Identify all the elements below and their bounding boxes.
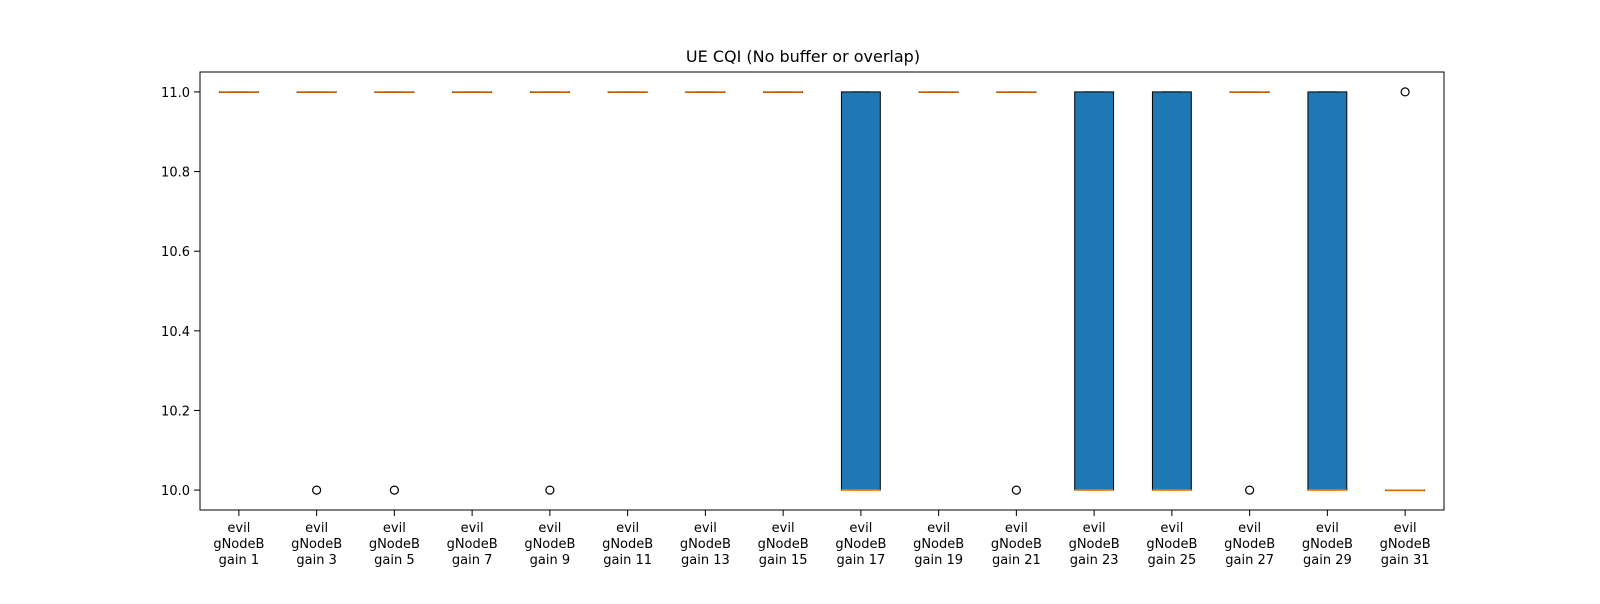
x-tick-label: evil gNodeB gain 7: [447, 521, 498, 568]
box-iqr: [1307, 91, 1348, 491]
box-group: [452, 91, 493, 93]
box-group: [1307, 91, 1348, 491]
x-tick-label: evil gNodeB gain 21: [991, 521, 1042, 568]
axes-frame: [199, 71, 1445, 511]
box-group: [607, 91, 648, 93]
x-tick-label: evil gNodeB gain 15: [758, 521, 809, 568]
x-tick-label: evil gNodeB gain 17: [835, 521, 886, 568]
box-group: [1229, 91, 1270, 495]
box-group: [685, 91, 726, 93]
y-tick-label: 10.4: [161, 325, 190, 340]
x-tick-label: evil gNodeB gain 9: [524, 521, 575, 568]
x-tick-label: evil gNodeB gain 25: [1146, 521, 1197, 568]
box-iqr: [1074, 91, 1115, 491]
y-tick-label: 10.6: [161, 245, 190, 260]
x-tick-label: evil gNodeB gain 27: [1224, 521, 1275, 568]
y-tick-label: 10.2: [161, 404, 190, 419]
x-tick-label: evil gNodeB gain 5: [369, 521, 420, 568]
outlier-point: [1400, 87, 1410, 97]
box-group: [374, 91, 415, 495]
outlier-point: [312, 485, 322, 495]
box-group: [529, 91, 570, 495]
x-tick-label: evil gNodeB gain 23: [1069, 521, 1120, 568]
box-group: [1385, 87, 1426, 492]
outlier-point: [545, 485, 555, 495]
box-group: [763, 91, 804, 93]
x-tick-label: evil gNodeB gain 19: [913, 521, 964, 568]
box-iqr: [1151, 91, 1192, 491]
x-tick-label: evil gNodeB gain 3: [291, 521, 342, 568]
x-tick-label: evil gNodeB gain 31: [1380, 521, 1431, 568]
box-group: [918, 91, 959, 93]
x-tick-label: evil gNodeB gain 11: [602, 521, 653, 568]
box-group: [1151, 91, 1192, 491]
outlier-point: [1245, 485, 1255, 495]
y-tick-label: 11.0: [161, 86, 190, 101]
outlier-point: [1011, 485, 1021, 495]
box-group: [218, 91, 259, 93]
x-tick-label: evil gNodeB gain 29: [1302, 521, 1353, 568]
y-tick-label: 10.8: [161, 166, 190, 181]
box-group: [996, 91, 1037, 495]
box-group: [296, 91, 337, 495]
outlier-point: [389, 485, 399, 495]
box-group: [840, 91, 881, 491]
chart-title: UE CQI (No buffer or overlap): [686, 47, 920, 66]
x-tick-label: evil gNodeB gain 1: [213, 521, 264, 568]
y-tick-label: 10.0: [161, 484, 190, 499]
x-tick-label: evil gNodeB gain 13: [680, 521, 731, 568]
box-iqr: [840, 91, 881, 491]
plot-area: 10.0 10.2 10.4 10.6 10.8 11.0 evil gNodeB gain 1…: [161, 71, 1445, 568]
box-group: [1074, 91, 1115, 491]
